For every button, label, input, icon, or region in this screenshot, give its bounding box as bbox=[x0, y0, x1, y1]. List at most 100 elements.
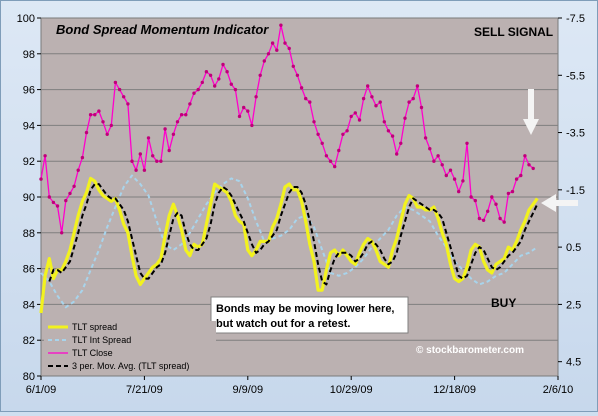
tlt-close-point bbox=[208, 73, 213, 78]
tlt-close-point bbox=[473, 198, 477, 203]
tlt-close-point bbox=[188, 102, 192, 106]
tlt-close-point bbox=[370, 95, 374, 99]
tlt-close-point bbox=[349, 114, 353, 119]
tlt-close-point bbox=[444, 173, 448, 178]
tlt-close-point bbox=[452, 177, 457, 181]
left-tick-label: 84 bbox=[23, 299, 35, 311]
tlt-close-point bbox=[179, 113, 184, 117]
tlt-close-point bbox=[337, 148, 341, 153]
tlt-close-point bbox=[469, 195, 473, 199]
tlt-close-point bbox=[130, 159, 134, 163]
tlt-close-point bbox=[270, 41, 275, 45]
tlt-close-point bbox=[287, 46, 291, 51]
tlt-close-point bbox=[175, 120, 180, 124]
tlt-close-point bbox=[262, 59, 266, 63]
tlt-close-point bbox=[494, 202, 498, 206]
tlt-close-point bbox=[386, 129, 391, 133]
tlt-close-point bbox=[415, 84, 420, 88]
tlt-close-point bbox=[395, 152, 399, 156]
tlt-close-point bbox=[60, 231, 64, 235]
tlt-close-point bbox=[502, 220, 506, 224]
tlt-close-point bbox=[345, 129, 349, 133]
left-arrow-icon bbox=[541, 194, 578, 212]
chart-title: Bond Spread Momentum Indicator bbox=[56, 22, 269, 37]
tlt-close-point bbox=[101, 120, 105, 124]
tlt-close-point bbox=[142, 168, 147, 172]
tlt-close-point bbox=[291, 64, 295, 68]
tlt-close-point bbox=[72, 184, 76, 188]
tlt-close-point bbox=[423, 136, 428, 140]
tlt-close-point bbox=[76, 168, 80, 172]
note-line-1: Bonds may be moving lower here, bbox=[216, 303, 395, 315]
tlt-close-point bbox=[465, 141, 469, 145]
series-tlt-spread bbox=[39, 176, 539, 314]
x-tick-label: 10/29/09 bbox=[330, 384, 373, 396]
tlt-close-point bbox=[221, 62, 225, 67]
tlt-close-point bbox=[80, 155, 85, 160]
series-lines bbox=[39, 23, 539, 314]
tlt-close-point bbox=[440, 163, 444, 167]
legend-label: TLT Close bbox=[72, 348, 113, 358]
tlt-close-point bbox=[279, 23, 283, 27]
left-tick-label: 88 bbox=[23, 228, 35, 240]
tlt-close-point bbox=[341, 132, 345, 136]
left-tick-label: 86 bbox=[23, 264, 35, 276]
tlt-close-point bbox=[151, 154, 155, 158]
watermark: © stockbarometer.com bbox=[416, 345, 524, 356]
legend: TLT spread TLT Int Spread TLT Close 3 per. … bbox=[44, 321, 216, 375]
tlt-close-point bbox=[361, 96, 366, 101]
x-axis: 6/1/09 7/21/09 9/9/09 10/29/09 12/18/09 2/6/1… bbox=[26, 376, 574, 396]
tlt-close-point bbox=[122, 95, 126, 99]
tlt-close-point bbox=[457, 189, 461, 194]
tlt-close-point bbox=[419, 105, 424, 110]
tlt-close-point bbox=[328, 159, 333, 163]
left-tick-label: 90 bbox=[23, 192, 35, 204]
tlt-close-point bbox=[55, 204, 60, 208]
tlt-close-point bbox=[93, 113, 97, 117]
left-tick-label: 82 bbox=[23, 335, 35, 347]
tlt-close-point bbox=[527, 163, 531, 167]
left-tick-label: 96 bbox=[23, 85, 35, 97]
tlt-close-point bbox=[498, 216, 502, 221]
tlt-close-point bbox=[481, 218, 486, 222]
tlt-close-point bbox=[448, 168, 453, 172]
tlt-close-point bbox=[233, 87, 238, 92]
tlt-close-point bbox=[428, 147, 432, 151]
left-tick-label: 92 bbox=[23, 156, 35, 168]
tlt-close-point bbox=[486, 209, 490, 213]
x-tick-label: 2/6/10 bbox=[543, 384, 574, 396]
tlt-close-point bbox=[200, 80, 204, 85]
right-tick-label: -1.5 bbox=[566, 185, 585, 197]
tlt-close-point bbox=[105, 132, 109, 136]
tlt-close-point bbox=[283, 41, 287, 45]
tlt-close-point bbox=[514, 177, 519, 181]
tlt-close-point bbox=[155, 159, 159, 163]
sell-signal-label: SELL SIGNAL bbox=[474, 25, 553, 39]
tlt-close-point bbox=[523, 154, 527, 158]
tlt-close-point bbox=[109, 123, 114, 128]
x-tick-label: 9/9/09 bbox=[233, 384, 264, 396]
tlt-close-point bbox=[432, 159, 436, 163]
left-tick-label: 98 bbox=[23, 49, 35, 61]
tlt-close-point bbox=[167, 148, 171, 153]
tlt-close-point bbox=[146, 136, 151, 140]
tlt-close-point bbox=[407, 100, 411, 104]
tlt-close-point bbox=[320, 141, 324, 145]
right-tick-label: -5.5 bbox=[566, 70, 585, 82]
tlt-close-point bbox=[117, 87, 122, 92]
tlt-close-point bbox=[43, 154, 47, 158]
tlt-close-point bbox=[299, 86, 304, 90]
left-tick-label: 80 bbox=[23, 371, 35, 383]
tlt-close-point bbox=[229, 82, 233, 86]
x-tick-label: 7/21/09 bbox=[126, 384, 163, 396]
x-tick-label: 12/18/09 bbox=[433, 384, 476, 396]
tlt-close-point bbox=[366, 84, 370, 88]
tlt-close-point bbox=[312, 120, 316, 124]
x-tick-label: 6/1/09 bbox=[26, 384, 57, 396]
tlt-close-point bbox=[295, 73, 300, 78]
tlt-close-point bbox=[324, 154, 329, 158]
tlt-close-point bbox=[184, 113, 188, 117]
right-tick-label: -3.5 bbox=[566, 128, 585, 140]
tlt-close-point bbox=[64, 198, 68, 203]
